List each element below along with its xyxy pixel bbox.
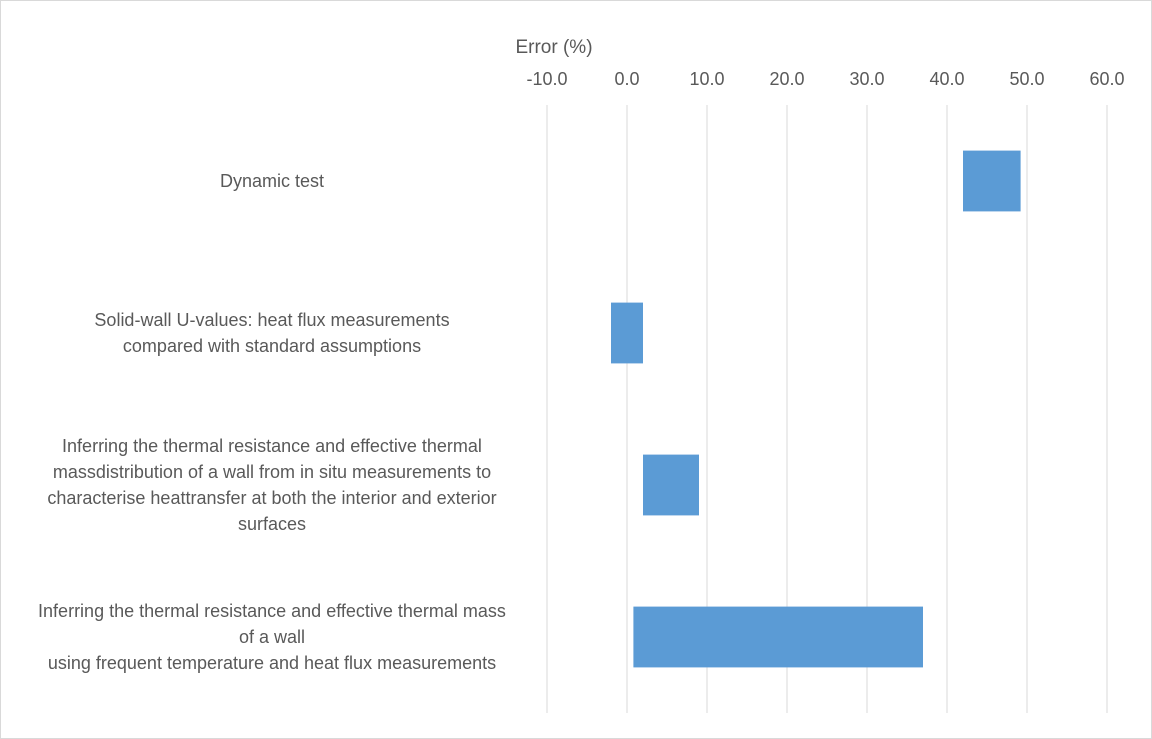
category-label: Dynamic test	[220, 171, 324, 191]
range-bar	[643, 454, 699, 516]
gridlines	[546, 105, 1108, 713]
category-label-line: surfaces	[238, 514, 306, 534]
x-tick-label: 10.0	[689, 69, 724, 89]
category-label-line: compared with standard assumptions	[123, 336, 421, 356]
x-tick-label: 30.0	[849, 69, 884, 89]
category-label-line: characterise heattransfer at both the in…	[47, 488, 496, 508]
category-label: Inferring the thermal resistance and eff…	[38, 601, 506, 673]
category-label-line: using frequent temperature and heat flux…	[48, 653, 496, 673]
x-tick-label: 0.0	[614, 69, 639, 89]
category-label-line: Solid-wall U-values: heat flux measureme…	[94, 310, 449, 330]
bars	[611, 150, 1021, 668]
x-tick-label: 50.0	[1009, 69, 1044, 89]
category-label-line: Inferring the thermal resistance and eff…	[62, 436, 482, 456]
x-tick-label: 20.0	[769, 69, 804, 89]
category-label-line: massdistribution of a wall from in situ …	[53, 462, 491, 482]
x-tick-labels: -10.0 0.0 10.0 20.0 30.0 40.0 50.0 60.0	[526, 69, 1124, 89]
category-label-line: Inferring the thermal resistance and eff…	[38, 601, 506, 621]
range-bar	[963, 150, 1021, 212]
x-tick-label: -10.0	[526, 69, 567, 89]
x-tick-label: 40.0	[929, 69, 964, 89]
category-label-line: Dynamic test	[220, 171, 324, 191]
x-axis-title: Error (%)	[515, 37, 592, 58]
category-label-line: of a wall	[239, 627, 305, 647]
range-bar	[633, 606, 923, 668]
range-bar	[611, 302, 643, 364]
category-labels: Dynamic test Solid-wall U-values: heat fl…	[38, 171, 506, 673]
x-tick-label: 60.0	[1089, 69, 1124, 89]
category-label: Solid-wall U-values: heat flux measureme…	[94, 310, 449, 356]
category-label: Inferring the thermal resistance and eff…	[47, 436, 496, 534]
